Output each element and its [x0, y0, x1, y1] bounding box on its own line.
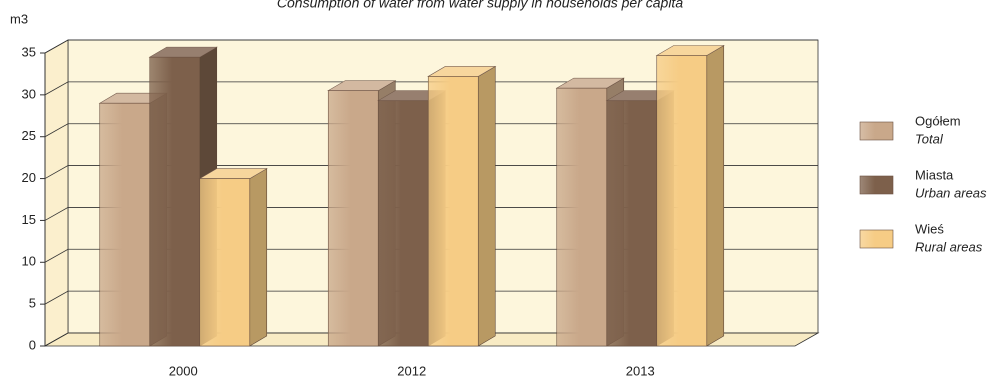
- y-tick-label: 5: [29, 296, 36, 311]
- bar-side-shade: [249, 168, 267, 346]
- bar-front: [149, 56, 201, 347]
- bar: [655, 44, 725, 347]
- y-tick-label: 20: [22, 170, 36, 185]
- bar-side-shade: [706, 45, 724, 347]
- y-axis-label: m3: [10, 11, 28, 26]
- bar-top-light: [656, 45, 724, 56]
- bar-front: [606, 100, 658, 347]
- bar-front: [199, 178, 251, 347]
- y-tick-label: 15: [22, 212, 36, 227]
- bar-top-light: [428, 66, 496, 77]
- bar-top-light: [328, 80, 396, 91]
- bar-top-light: [556, 78, 624, 89]
- legend-label: Miasta: [915, 167, 954, 182]
- legend-label-en: Rural areas: [915, 239, 983, 254]
- legend-label-en: Urban areas: [915, 185, 987, 200]
- bar-front: [377, 100, 429, 347]
- legend-label: Wieś: [915, 221, 944, 236]
- bar-top-light: [199, 168, 267, 179]
- legend-label: Ogółem: [915, 113, 961, 128]
- y-tick-label: 25: [22, 128, 36, 143]
- bar-front: [656, 55, 708, 347]
- bar-front: [99, 102, 151, 347]
- bar-front: [556, 87, 608, 347]
- x-tick-label: 2013: [626, 363, 655, 378]
- bar-top-light: [149, 47, 217, 58]
- legend-swatch: [859, 175, 894, 195]
- y-tick-label: 0: [29, 337, 36, 352]
- x-tick-label: 2000: [169, 363, 198, 378]
- y-tick-label: 35: [22, 44, 36, 59]
- legend-label-en: Total: [915, 131, 944, 146]
- plot-side-wall: [44, 39, 69, 347]
- grid-line: [44, 39, 818, 54]
- y-tick-label: 10: [22, 254, 36, 269]
- bar-front: [427, 76, 479, 347]
- chart-title: Consumption of water from water supply i…: [277, 0, 683, 11]
- legend-swatch: [859, 229, 894, 249]
- bar-front: [327, 90, 379, 347]
- x-tick-label: 2012: [397, 363, 426, 378]
- y-tick-label: 30: [22, 86, 36, 101]
- legend-swatch: [859, 121, 894, 141]
- bar: [198, 168, 268, 347]
- bar: [427, 65, 497, 347]
- bar-side-shade: [478, 66, 496, 346]
